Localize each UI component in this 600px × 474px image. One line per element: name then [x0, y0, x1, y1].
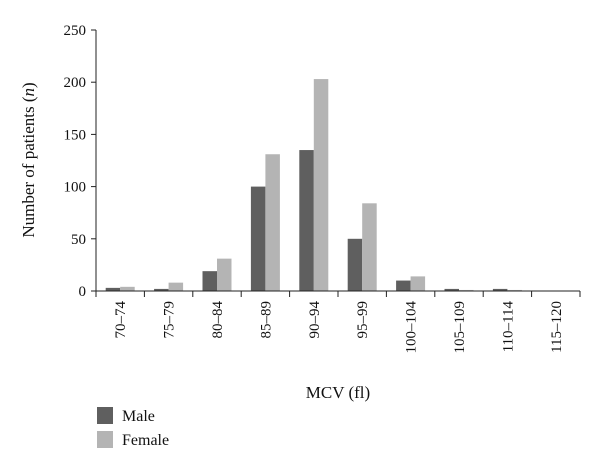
- bar-female-7: [459, 289, 474, 291]
- y-ticks-group: 0 50 100 150 200 250: [64, 23, 96, 300]
- bar-male-6: [396, 280, 411, 291]
- bar-male-5: [347, 238, 363, 291]
- bar-male-8: [492, 288, 508, 291]
- x-tick-label: 110–114: [500, 301, 516, 353]
- x-axis-title: MCV (fl): [306, 383, 370, 402]
- legend: Male Female: [97, 407, 169, 449]
- x-tick-label: 105–109: [452, 301, 468, 354]
- bar-male-7: [444, 288, 459, 291]
- bar-female-5: [362, 203, 377, 291]
- x-tick-label: 75–79: [162, 301, 178, 339]
- bar-female-6: [410, 276, 426, 291]
- bar-female-2: [217, 258, 232, 291]
- bar-male-1: [154, 288, 169, 291]
- y-tick-label: 0: [79, 284, 87, 300]
- bar-female-1: [168, 282, 184, 291]
- bar-male-4: [299, 150, 314, 291]
- x-tick-label: 80–84: [210, 301, 226, 339]
- bar-female-4: [313, 79, 329, 292]
- x-tick-label: 70–74: [113, 301, 129, 339]
- x-tick-label: 95–99: [355, 301, 371, 339]
- bar-female-0: [120, 286, 135, 291]
- legend-swatch-male: [97, 407, 113, 424]
- y-tick-label: 250: [64, 23, 87, 39]
- y-tick-label: 150: [64, 127, 87, 143]
- y-axis-title: Number of patients (n): [19, 82, 38, 237]
- bar-female-8: [507, 289, 522, 291]
- legend-label-female: Female: [122, 432, 169, 449]
- y-tick-label: 200: [64, 75, 87, 91]
- bars-group: [105, 79, 522, 292]
- y-tick-label: 100: [64, 180, 87, 196]
- bar-female-3: [265, 154, 280, 291]
- x-tick-label: 115–120: [549, 301, 565, 353]
- x-tick-label: 90–94: [307, 301, 323, 339]
- x-tick-label: 100–104: [404, 301, 420, 354]
- bar-male-3: [250, 186, 266, 291]
- x-ticks-group: 70–74 75–79 80–84 85–89 90–94 95–99 100–104 105…: [95, 291, 581, 354]
- bar-male-2: [202, 271, 217, 291]
- legend-swatch-female: [97, 431, 113, 448]
- x-tick-label: 85–89: [258, 301, 274, 339]
- bar-male-0: [105, 287, 121, 291]
- legend-label-male: Male: [122, 408, 155, 425]
- y-tick-label: 50: [71, 232, 86, 248]
